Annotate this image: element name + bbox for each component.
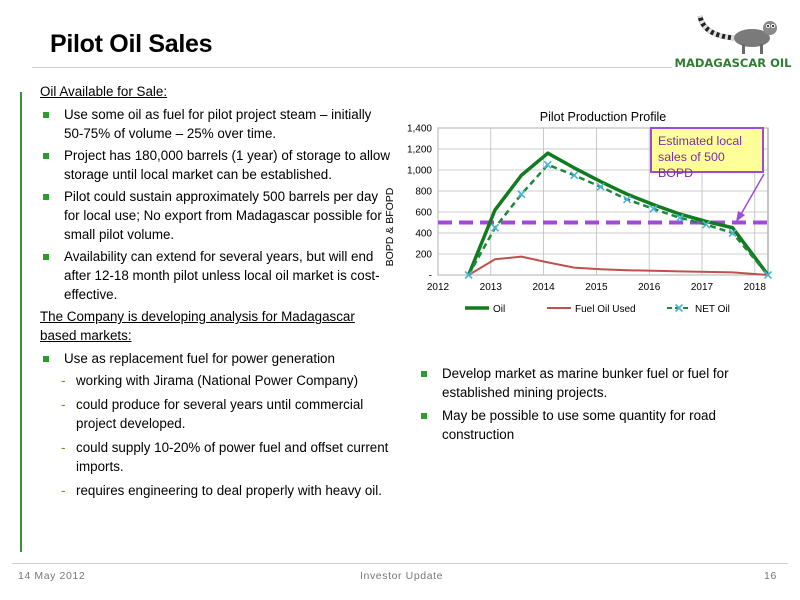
footer-divider xyxy=(12,563,788,564)
list-item: Develop market as marine bunker fuel or … xyxy=(418,364,778,402)
series-net-oil-line xyxy=(467,163,769,276)
y-tick-label: - xyxy=(429,271,432,282)
callout-line-1: Estimated local xyxy=(658,134,743,148)
y-tick-label: 600 xyxy=(415,208,432,219)
left-content: Oil Available for Sale: Use some oil as … xyxy=(40,82,390,505)
y-tick-label: 1,200 xyxy=(407,145,432,156)
y-tick-label: 1,400 xyxy=(407,124,432,135)
x-tick-label: 2018 xyxy=(744,282,767,293)
logo-text: MADAGASCAR OIL xyxy=(674,56,792,70)
list-item: Use some oil as fuel for pilot project s… xyxy=(40,105,390,143)
callout-arrow-icon xyxy=(736,173,765,222)
sub-list-item: working with Jirama (National Power Comp… xyxy=(40,371,390,390)
net-oil-marker xyxy=(728,228,737,238)
legend-label: Oil xyxy=(493,304,505,315)
y-axis-label: BOPD & BFOPD xyxy=(384,187,396,266)
production-chart: Pilot Production Profile BOPD & BFOPD -2… xyxy=(384,110,773,315)
net-oil-marker xyxy=(675,213,684,222)
sales-callout: Estimated local sales of 500 BOPD xyxy=(650,127,764,180)
page-title: Pilot Oil Sales xyxy=(50,30,213,58)
list-item: May be possible to use some quantity for… xyxy=(418,406,778,444)
list-item: Project has 180,000 barrels (1 year) of … xyxy=(40,146,390,184)
series-fuel-oil-used-line xyxy=(468,255,769,276)
net-oil-marker xyxy=(596,182,605,191)
net-oil-marker xyxy=(517,190,526,199)
oil-available-heading: Oil Available for Sale: xyxy=(40,84,168,99)
y-tick-label: 400 xyxy=(415,229,432,240)
legend-label: Fuel Oil Used xyxy=(575,304,636,315)
lemur-icon xyxy=(697,15,777,54)
list-item: Pilot could sustain approximately 500 ba… xyxy=(40,187,390,244)
right-content: Develop market as marine bunker fuel or … xyxy=(418,364,778,448)
series-oil-line xyxy=(467,151,770,277)
list-item: Availability can extend for several year… xyxy=(40,247,390,304)
page-number: 16 xyxy=(764,570,777,582)
right-list: Develop market as marine bunker fuel or … xyxy=(418,364,778,444)
x-tick-label: 2017 xyxy=(691,282,714,293)
net-oil-marker xyxy=(570,171,579,180)
legend-item: Fuel Oil Used xyxy=(547,304,636,315)
y-tick-label: 1,000 xyxy=(407,166,432,177)
x-tick-label: 2016 xyxy=(638,282,661,293)
callout-line-2: sales of 500 BOPD xyxy=(658,150,725,180)
y-tick-label: 200 xyxy=(415,250,432,261)
x-tick-label: 2013 xyxy=(480,282,503,293)
power-sub-list: working with Jirama (National Power Comp… xyxy=(40,371,390,500)
net-oil-marker xyxy=(763,270,773,280)
net-oil-marker xyxy=(464,270,473,280)
legend-label: NET Oil xyxy=(695,304,730,315)
list-item: Use as replacement fuel for power genera… xyxy=(40,349,390,368)
net-oil-marker xyxy=(702,220,711,229)
net-oil-marker xyxy=(649,204,658,213)
footer-center: Investor Update xyxy=(360,570,444,582)
net-oil-marker xyxy=(490,223,500,232)
sub-list-item: could produce for several years until co… xyxy=(40,395,390,433)
markets-list: Use as replacement fuel for power genera… xyxy=(40,349,390,368)
markets-heading: The Company is developing analysis for M… xyxy=(40,309,355,343)
legend-item: NET Oil xyxy=(667,303,730,315)
sub-list-item: requires engineering to deal properly wi… xyxy=(40,481,390,500)
x-tick-label: 2014 xyxy=(532,282,555,293)
net-oil-marker xyxy=(543,160,552,169)
sub-list-item: could supply 10-20% of power fuel and of… xyxy=(40,438,390,476)
x-tick-label: 2015 xyxy=(585,282,608,293)
company-logo: MADAGASCAR OIL xyxy=(672,8,794,82)
net-oil-marker xyxy=(622,195,632,204)
y-tick-label: 800 xyxy=(415,187,432,198)
x-tick-label: 2012 xyxy=(427,282,450,293)
chart-title: Pilot Production Profile xyxy=(540,110,667,124)
left-accent-bar xyxy=(20,92,22,552)
oil-available-list: Use some oil as fuel for pilot project s… xyxy=(40,105,390,304)
footer-date: 14 May 2012 xyxy=(18,570,86,582)
legend-item: Oil xyxy=(465,304,505,315)
title-divider xyxy=(32,67,672,68)
